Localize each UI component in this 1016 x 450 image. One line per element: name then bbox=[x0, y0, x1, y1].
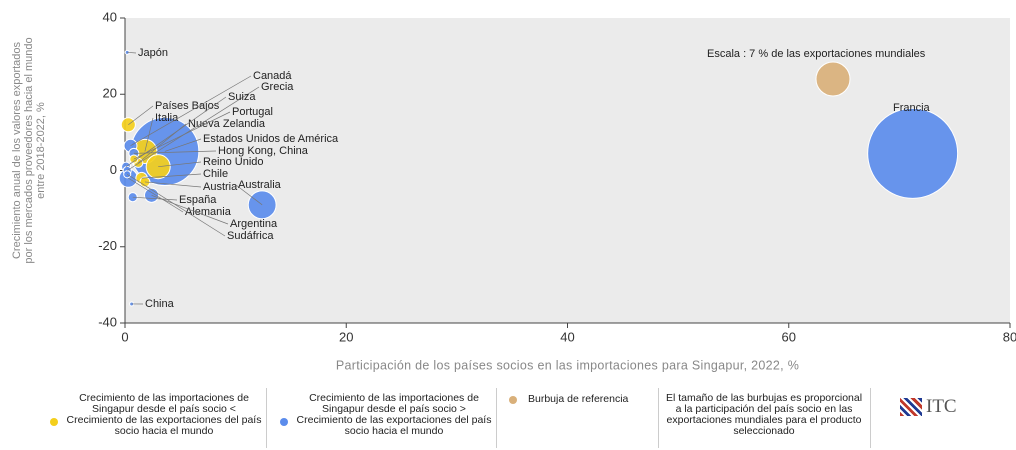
bubble-label: Chile bbox=[203, 168, 228, 180]
bubble-label: Grecia bbox=[261, 81, 294, 93]
bubble bbox=[867, 107, 959, 199]
separator bbox=[658, 388, 659, 448]
legend-dot bbox=[509, 396, 517, 404]
x-tick-label: 0 bbox=[121, 329, 128, 344]
bubble-label: Francia bbox=[893, 102, 931, 114]
bubble-label: Estados Unidos de América bbox=[203, 133, 339, 145]
x-tick-label: 20 bbox=[339, 329, 353, 344]
legend-label: Crecimiento de las importaciones de Sing… bbox=[66, 392, 262, 437]
bubble-label: China bbox=[145, 298, 175, 310]
callout-line bbox=[127, 86, 260, 171]
y-axis-title: por los mercados proveedores hacia el mu… bbox=[23, 37, 35, 263]
callout-line bbox=[127, 174, 226, 237]
bubble-label: Japón bbox=[138, 47, 168, 59]
bubble-label: Sudáfrica bbox=[227, 230, 274, 242]
x-tick-label: 60 bbox=[782, 329, 796, 344]
x-tick-label: 80 bbox=[1003, 329, 1016, 344]
logo-icon bbox=[900, 398, 922, 416]
callout-line bbox=[125, 96, 227, 167]
separator bbox=[496, 388, 497, 448]
callout-line bbox=[128, 177, 184, 213]
bubble-label: Reino Unido bbox=[203, 156, 264, 168]
callout-line bbox=[132, 196, 178, 201]
logo: ITC bbox=[926, 396, 957, 417]
legend-dot bbox=[50, 418, 58, 426]
y-tick-label: -40 bbox=[98, 314, 117, 329]
y-axis-title: Crecimiento anual de los valores exporta… bbox=[11, 41, 23, 259]
bubble-label: Hong Kong, China bbox=[218, 145, 309, 157]
callout-line bbox=[235, 184, 263, 206]
callout-line bbox=[144, 181, 202, 188]
chart: -40 -20 0 20 40 0 20 40 60 80 Participación de los… bbox=[11, 9, 1016, 372]
bubble bbox=[815, 61, 851, 97]
separator bbox=[266, 388, 267, 448]
bubble-label: Suiza bbox=[228, 91, 256, 103]
bubble-label: Nueva Zelandia bbox=[188, 118, 266, 130]
legend-label: Crecimiento de las importaciones de Sing… bbox=[296, 392, 492, 437]
size-note: El tamaño de las burbujas es proporciona… bbox=[665, 392, 863, 437]
bubble-label: España bbox=[179, 194, 217, 206]
callout-line bbox=[151, 194, 229, 225]
callout-line bbox=[127, 51, 137, 54]
callout-line bbox=[130, 75, 252, 147]
separator bbox=[870, 388, 871, 448]
bubble-label: Australia bbox=[238, 179, 282, 191]
callout-line bbox=[158, 161, 202, 168]
callout-line bbox=[164, 138, 202, 152]
bubble-label: Canadá bbox=[253, 70, 292, 82]
callout-line bbox=[141, 173, 202, 179]
y-tick-label: -20 bbox=[98, 238, 117, 253]
bubble-label: Alemania bbox=[185, 206, 232, 218]
bubble-label: Países Bajos bbox=[155, 100, 220, 112]
bubble-label: Austria bbox=[203, 181, 238, 193]
y-tick-label: 0 bbox=[110, 162, 117, 177]
y-tick-label: 40 bbox=[103, 9, 117, 24]
bubble-label: Escala : 7 % de las exportaciones mundia… bbox=[707, 48, 926, 60]
legend-dot bbox=[280, 418, 288, 426]
x-axis-title: Participación de los países socios en la… bbox=[336, 358, 799, 372]
callout-line bbox=[133, 150, 217, 154]
bubble-label: Argentina bbox=[230, 218, 278, 230]
legend-label: Burbuja de referencia bbox=[528, 393, 629, 405]
y-tick-label: 20 bbox=[103, 86, 117, 101]
bubble-label: Italia bbox=[155, 112, 179, 124]
plot-area bbox=[125, 18, 1010, 323]
callout-line bbox=[128, 105, 154, 126]
y-axis-title: entre 2018-2022, % bbox=[35, 102, 47, 199]
x-tick-label: 40 bbox=[560, 329, 574, 344]
bubble-label: Portugal bbox=[232, 106, 273, 118]
